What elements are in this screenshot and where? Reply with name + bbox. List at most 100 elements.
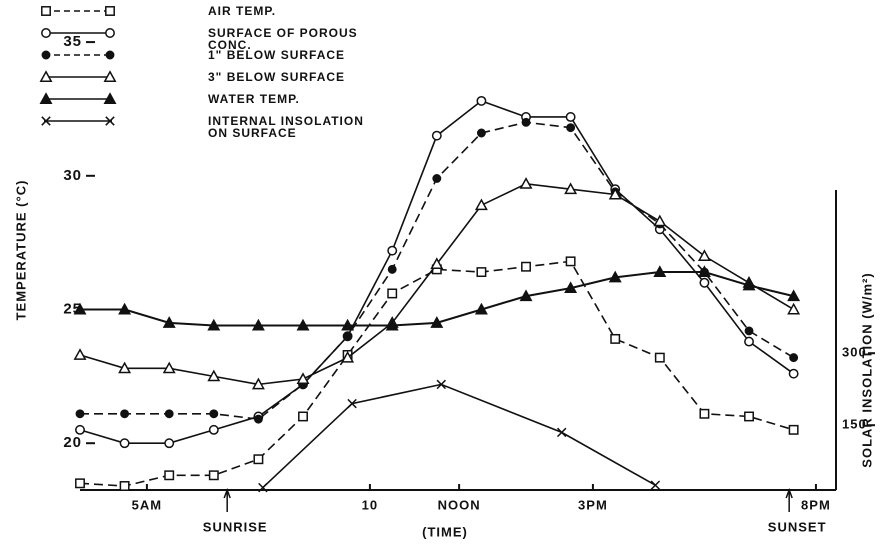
marker (742, 278, 756, 291)
marker (119, 481, 130, 491)
marker (610, 333, 621, 344)
legend-item: WATER TEMP. (38, 92, 388, 114)
marker (430, 316, 444, 328)
marker (73, 302, 87, 315)
marker (608, 187, 622, 200)
marker (556, 427, 567, 438)
legend-item: 1" BELOW SURFACE (38, 48, 388, 70)
legend-swatch (41, 28, 115, 38)
marker (474, 198, 488, 211)
y2-tick-label: 150 (842, 417, 867, 432)
marker (566, 123, 576, 133)
marker (258, 482, 268, 493)
marker (650, 480, 661, 490)
marker (476, 95, 487, 106)
x-tick-label: 8PM (801, 497, 831, 512)
marker (118, 361, 132, 374)
marker (699, 277, 710, 288)
legend-label: 3" BELOW SURFACE (208, 70, 346, 84)
annotation: SUNRISE (203, 519, 268, 534)
marker (120, 409, 130, 419)
marker (41, 28, 51, 38)
marker (789, 353, 799, 363)
marker (103, 92, 117, 104)
annotation: SUNSET (768, 519, 827, 534)
marker (744, 411, 754, 422)
marker (521, 117, 531, 127)
marker (653, 214, 667, 227)
legend-item: AIR TEMP. (38, 4, 388, 26)
marker (162, 361, 176, 374)
marker (251, 318, 265, 331)
marker (341, 350, 355, 363)
legend-swatch (41, 6, 115, 16)
marker (162, 316, 176, 328)
marker (341, 318, 355, 331)
marker (75, 424, 85, 435)
marker (73, 348, 87, 360)
marker (476, 128, 486, 138)
marker (787, 289, 801, 302)
marker (788, 368, 799, 379)
legend-swatch (39, 92, 117, 104)
marker (565, 256, 576, 267)
marker (75, 409, 85, 419)
legend-label: SURFACE OF POROUS CONC. (208, 26, 358, 52)
marker (519, 289, 533, 302)
x-tick-label: 5AM (132, 497, 162, 512)
legend-label: AIR TEMP. (208, 4, 277, 18)
marker (564, 182, 578, 195)
marker (430, 257, 444, 269)
marker (521, 261, 531, 272)
marker (608, 270, 622, 283)
marker (41, 116, 51, 126)
marker (119, 438, 130, 449)
marker (105, 116, 115, 126)
marker (565, 112, 576, 122)
marker (431, 130, 442, 141)
x-tick-label: NOON (438, 497, 481, 512)
legend-label: INTERNAL INSOLATION ON SURFACE (208, 114, 364, 140)
marker (744, 336, 754, 347)
y-tick-label: 35 (63, 33, 82, 50)
legend-item: 3" BELOW SURFACE (38, 70, 388, 92)
y-tick-label: 20 (63, 434, 82, 451)
x-axis-label: (TIME) (422, 524, 468, 539)
y-axis-label: TEMPERATURE (°C) (13, 180, 28, 321)
series-line (262, 383, 656, 489)
series-line (79, 182, 795, 386)
marker (387, 288, 398, 299)
x-tick-label: 3PM (578, 497, 608, 512)
marker (697, 265, 711, 278)
marker (653, 265, 667, 278)
legend-item: SURFACE OF POROUS CONC. (38, 26, 388, 52)
marker (699, 408, 710, 419)
marker (105, 6, 115, 16)
x-tick-label: 10 (362, 497, 378, 512)
marker (208, 424, 219, 435)
marker (519, 177, 533, 189)
y2-tick-label: 300 (842, 345, 867, 360)
legend-label: 1" BELOW SURFACE (208, 48, 346, 62)
y-tick-label: 30 (63, 167, 82, 184)
marker (164, 409, 174, 419)
marker (697, 249, 711, 261)
marker (209, 409, 219, 419)
marker (251, 377, 265, 390)
marker (387, 245, 398, 256)
marker (103, 70, 117, 82)
legend-swatch (41, 116, 115, 126)
legend-item: INTERNAL INSOLATION ON SURFACE (38, 114, 388, 140)
marker (39, 70, 53, 82)
marker (118, 302, 132, 315)
marker (436, 379, 447, 390)
marker (39, 92, 53, 104)
legend-swatch (39, 70, 117, 82)
marker (788, 424, 799, 435)
marker (474, 302, 488, 315)
marker (564, 281, 578, 294)
marker (105, 50, 115, 60)
marker (75, 478, 85, 489)
marker (298, 411, 308, 422)
